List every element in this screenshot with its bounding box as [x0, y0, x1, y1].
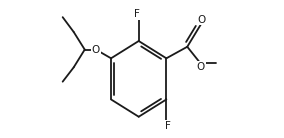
- Text: O: O: [92, 45, 100, 55]
- Text: F: F: [164, 121, 170, 131]
- Text: O: O: [197, 62, 205, 72]
- Text: O: O: [197, 15, 205, 25]
- Text: F: F: [134, 9, 139, 19]
